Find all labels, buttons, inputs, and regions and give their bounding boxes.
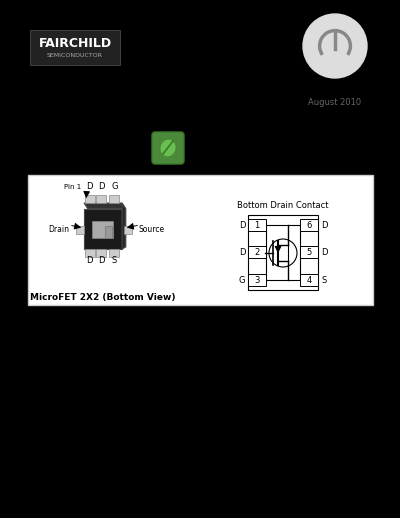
Text: 5: 5	[306, 248, 312, 256]
Text: August 2010: August 2010	[308, 97, 362, 107]
Bar	[85, 249, 95, 257]
Text: SEMICONDUCTOR: SEMICONDUCTOR	[47, 53, 103, 57]
Text: 6: 6	[306, 221, 312, 229]
Text: G: G	[111, 182, 118, 191]
Text: D: D	[239, 248, 245, 256]
Bar	[92, 221, 112, 238]
Bar	[84, 209, 122, 249]
Bar	[30, 30, 120, 65]
Polygon shape	[122, 203, 126, 249]
Bar	[248, 274, 266, 286]
Text: 2: 2	[254, 248, 260, 256]
Text: D: D	[321, 248, 327, 256]
Text: D: D	[86, 256, 93, 265]
Bar	[300, 246, 318, 258]
Bar	[85, 195, 95, 203]
Text: 3: 3	[254, 276, 260, 284]
Text: D: D	[98, 256, 104, 265]
Text: S: S	[321, 276, 327, 284]
Text: D: D	[86, 182, 93, 191]
Text: D: D	[239, 221, 245, 229]
Bar	[266, 225, 300, 280]
Text: 4: 4	[306, 276, 312, 284]
Text: S: S	[112, 256, 117, 265]
Bar	[300, 219, 318, 231]
Text: Drain: Drain	[48, 225, 70, 234]
Bar	[96, 249, 106, 257]
Bar	[105, 226, 112, 238]
Bar	[28, 175, 373, 305]
Bar	[300, 274, 318, 286]
Text: D: D	[98, 182, 104, 191]
Bar	[248, 215, 318, 290]
Circle shape	[303, 14, 367, 78]
Text: G: G	[239, 276, 245, 284]
Ellipse shape	[160, 139, 176, 157]
Text: Source: Source	[139, 225, 165, 234]
Bar	[124, 226, 132, 234]
FancyBboxPatch shape	[152, 132, 184, 164]
Polygon shape	[84, 203, 126, 209]
Text: Pin 1: Pin 1	[64, 184, 82, 190]
Bar	[248, 219, 266, 231]
Bar	[110, 249, 120, 257]
Text: Bottom Drain Contact: Bottom Drain Contact	[237, 200, 329, 209]
Text: FAIRCHILD: FAIRCHILD	[38, 37, 112, 50]
Text: MicroFET 2X2 (Bottom View): MicroFET 2X2 (Bottom View)	[30, 293, 176, 301]
Text: 1: 1	[254, 221, 260, 229]
Bar	[248, 246, 266, 258]
Bar	[96, 195, 106, 203]
Bar	[110, 195, 120, 203]
Text: D: D	[321, 221, 327, 229]
Bar	[76, 226, 84, 234]
